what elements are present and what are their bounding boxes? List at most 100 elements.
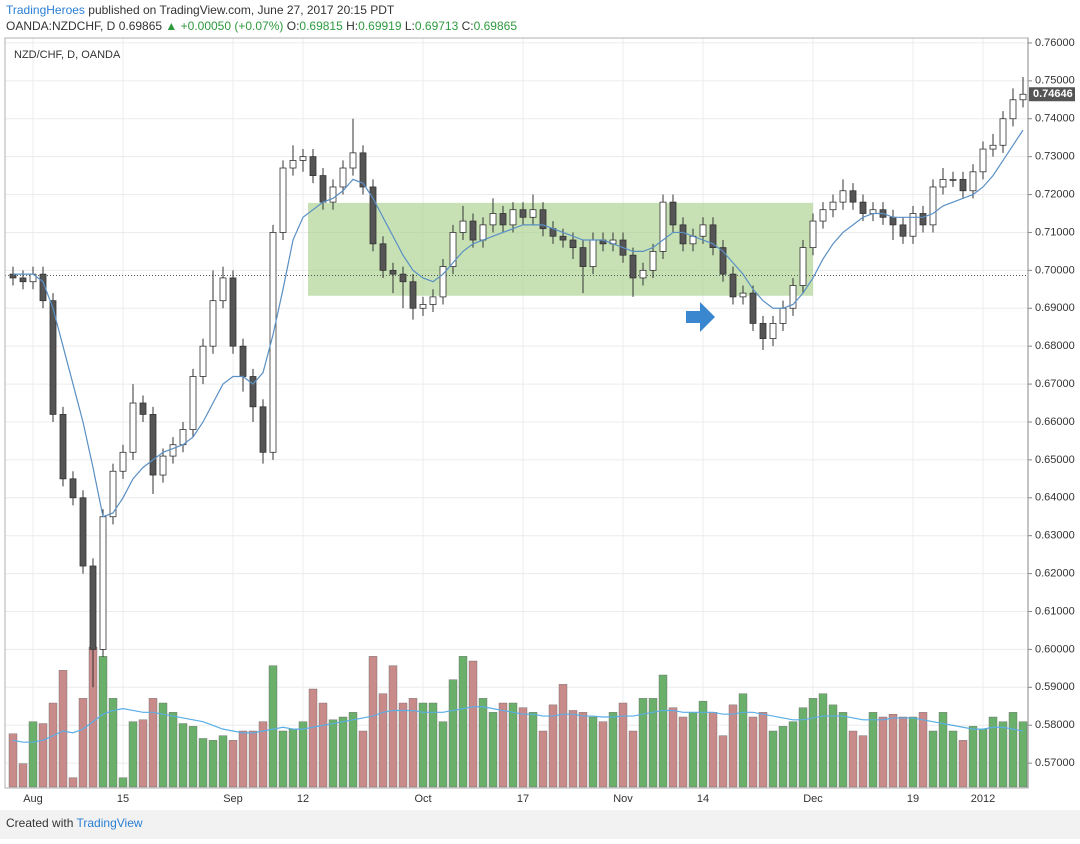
candle-body bbox=[359, 152, 367, 188]
volume-bar bbox=[98, 656, 108, 788]
volume-bar bbox=[228, 740, 238, 788]
candle-body bbox=[459, 220, 467, 233]
candle-body bbox=[989, 144, 997, 150]
volume-bar bbox=[858, 735, 868, 788]
candle-body bbox=[419, 304, 427, 309]
candle-body bbox=[199, 345, 207, 377]
candle-body bbox=[949, 178, 957, 181]
candle-body bbox=[89, 565, 97, 650]
volume-bar bbox=[878, 716, 888, 788]
volume-bar bbox=[188, 726, 198, 788]
candle-body bbox=[899, 224, 907, 237]
candle-body bbox=[669, 201, 677, 226]
candle-body bbox=[99, 516, 107, 650]
author[interactable]: TradingHeroes bbox=[6, 3, 85, 17]
x-tick-label: 2012 bbox=[971, 793, 995, 805]
change: ▲ +0.00050 (+0.07%) bbox=[165, 19, 283, 33]
candle-body bbox=[399, 273, 407, 283]
y-tick-label: 0.60000 bbox=[1035, 643, 1075, 655]
volume-bar bbox=[548, 704, 558, 788]
candle-body bbox=[79, 497, 87, 567]
volume-bar bbox=[418, 702, 428, 788]
candle-body bbox=[889, 216, 897, 226]
candle-body bbox=[659, 201, 667, 252]
published: published on TradingView.com, June 27, 2… bbox=[88, 3, 395, 17]
ohlc-label: O: bbox=[287, 19, 300, 33]
candle-body bbox=[259, 406, 267, 453]
y-tick-label: 0.63000 bbox=[1035, 530, 1075, 542]
volume-bar bbox=[908, 716, 918, 788]
candle-body bbox=[779, 307, 787, 324]
volume-bar bbox=[538, 730, 548, 788]
candle-body bbox=[979, 148, 987, 173]
volume-bar bbox=[958, 740, 968, 788]
volume-bar bbox=[668, 707, 678, 788]
ohlc-value: 0.69865 bbox=[474, 19, 518, 33]
candle-body bbox=[69, 478, 77, 499]
candle-body bbox=[39, 273, 47, 302]
volume-bar bbox=[488, 712, 498, 788]
candle-body bbox=[209, 300, 217, 347]
x-tick-label: 17 bbox=[517, 793, 529, 805]
y-tick-label: 0.71000 bbox=[1035, 226, 1075, 238]
candle-body bbox=[49, 300, 57, 415]
candle-body bbox=[239, 345, 247, 377]
y-tick-label: 0.62000 bbox=[1035, 568, 1075, 580]
candle-body bbox=[939, 178, 947, 188]
candle-body bbox=[329, 186, 337, 203]
candle-body bbox=[189, 376, 197, 430]
candle-body bbox=[679, 224, 687, 245]
footer bbox=[0, 810, 1080, 839]
candle-body bbox=[729, 273, 737, 298]
candle-body bbox=[229, 277, 237, 347]
y-tick-label: 0.68000 bbox=[1035, 340, 1075, 352]
candle-body bbox=[109, 470, 117, 518]
candle-body bbox=[539, 209, 547, 230]
candle-body bbox=[909, 213, 917, 237]
x-tick-label: Dec bbox=[803, 793, 823, 805]
ohlc-label: H: bbox=[346, 19, 358, 33]
candle-body bbox=[849, 190, 857, 203]
candle-body bbox=[129, 402, 137, 453]
candle-body bbox=[19, 277, 27, 283]
volume-bar bbox=[598, 721, 608, 788]
candle-body bbox=[339, 167, 347, 188]
candle-body bbox=[479, 224, 487, 241]
candle-body bbox=[389, 269, 397, 275]
volume-bar bbox=[938, 712, 948, 788]
volume-bar bbox=[288, 728, 298, 788]
volume-bar bbox=[608, 712, 618, 788]
x-tick-label: 14 bbox=[697, 793, 709, 805]
last-price-tag bbox=[1029, 87, 1075, 102]
volume-bar bbox=[348, 712, 358, 788]
volume-bar bbox=[928, 730, 938, 788]
candle-body bbox=[789, 285, 797, 309]
volume-bar bbox=[328, 719, 338, 788]
volume-bar bbox=[298, 721, 308, 788]
volume-bar bbox=[398, 702, 408, 788]
candle-body bbox=[439, 266, 447, 298]
volume-bar bbox=[28, 721, 38, 788]
volume-bar bbox=[658, 674, 668, 788]
x-tick-label: 19 bbox=[907, 793, 919, 805]
candle-body bbox=[629, 254, 637, 279]
candle-body bbox=[799, 247, 807, 286]
candle-body bbox=[349, 152, 357, 169]
candle-body bbox=[839, 190, 847, 203]
volume-bar bbox=[118, 777, 128, 788]
volume-bar bbox=[448, 679, 458, 788]
volume-bar bbox=[58, 670, 68, 788]
volume-bar bbox=[8, 733, 18, 788]
candle-body bbox=[59, 413, 67, 480]
volume-bar bbox=[208, 740, 218, 788]
ohlc-value: 0.69713 bbox=[415, 19, 459, 33]
candle-body bbox=[529, 209, 537, 218]
volume-bar bbox=[918, 712, 928, 788]
volume-bar bbox=[128, 721, 138, 788]
volume-bar bbox=[818, 693, 828, 788]
volume-bar bbox=[438, 721, 448, 788]
candle-body bbox=[489, 213, 497, 226]
brand[interactable]: TradingView bbox=[77, 816, 143, 830]
ohlc-label: L: bbox=[405, 19, 415, 33]
